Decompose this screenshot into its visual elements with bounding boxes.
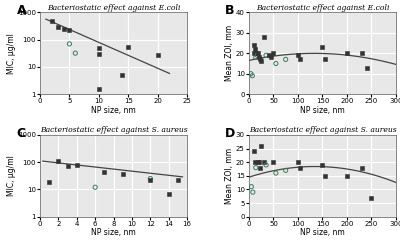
Point xyxy=(175,178,181,182)
Point xyxy=(319,163,326,167)
Point xyxy=(358,51,365,55)
X-axis label: NP size, nm: NP size, nm xyxy=(300,106,345,115)
Point xyxy=(125,45,132,49)
Point xyxy=(66,42,73,46)
Point xyxy=(252,160,258,164)
Point xyxy=(344,51,350,55)
Point xyxy=(254,51,261,55)
Point xyxy=(250,149,257,153)
Point xyxy=(46,181,52,185)
Point xyxy=(147,177,154,181)
Point xyxy=(282,58,289,62)
Point xyxy=(256,58,263,62)
Point xyxy=(96,87,102,91)
Point xyxy=(250,43,257,47)
Title: Bacteriostatic effect against S. aureus: Bacteriostatic effect against S. aureus xyxy=(40,126,187,134)
Point xyxy=(319,45,326,49)
Point xyxy=(368,195,375,199)
Point xyxy=(92,185,98,189)
Point xyxy=(66,28,73,32)
Point xyxy=(297,58,304,62)
Point xyxy=(358,166,365,170)
Point xyxy=(96,46,102,50)
Title: Bacteriostatic effect against E.coli: Bacteriostatic effect against E.coli xyxy=(256,4,389,12)
Point xyxy=(101,170,108,174)
X-axis label: NP size, nm: NP size, nm xyxy=(91,106,136,115)
X-axis label: NP size, nm: NP size, nm xyxy=(91,228,136,237)
Y-axis label: MIC, µg/ml: MIC, µg/ml xyxy=(8,155,16,196)
Y-axis label: Mean ZOI, mm: Mean ZOI, mm xyxy=(225,25,234,81)
Point xyxy=(265,53,272,57)
Point xyxy=(154,53,161,57)
Point xyxy=(74,163,80,167)
Point xyxy=(147,178,154,182)
Text: D: D xyxy=(225,127,236,140)
Point xyxy=(252,166,259,170)
Point xyxy=(263,163,269,167)
Text: C: C xyxy=(16,127,26,140)
Point xyxy=(166,192,172,196)
Point xyxy=(295,160,301,164)
Point xyxy=(250,51,257,55)
Point xyxy=(72,51,78,55)
Point xyxy=(363,65,370,69)
Point xyxy=(96,52,102,56)
Point xyxy=(54,25,61,29)
Point xyxy=(344,174,350,178)
Point xyxy=(254,53,260,57)
Title: Bacteriostatic effect against E.coli: Bacteriostatic effect against E.coli xyxy=(47,4,180,12)
Point xyxy=(256,55,262,59)
Point xyxy=(250,190,256,194)
Text: A: A xyxy=(16,4,26,17)
Y-axis label: MIC, µg/ml: MIC, µg/ml xyxy=(8,33,16,74)
Point xyxy=(273,171,279,175)
Text: B: B xyxy=(225,4,235,17)
Point xyxy=(270,51,277,55)
Point xyxy=(120,172,126,176)
Point xyxy=(273,62,279,65)
Point xyxy=(252,55,259,59)
Point xyxy=(270,160,277,164)
Point xyxy=(253,51,260,55)
Point xyxy=(295,53,301,57)
Point xyxy=(60,27,67,31)
Point xyxy=(55,159,62,163)
Point xyxy=(322,174,328,178)
Point xyxy=(254,160,261,164)
Point xyxy=(322,58,328,62)
Point xyxy=(263,53,269,57)
Point xyxy=(119,73,126,77)
Point xyxy=(249,74,256,78)
X-axis label: NP size, nm: NP size, nm xyxy=(300,228,345,237)
Point xyxy=(268,55,274,59)
Y-axis label: Mean ZOI, mm: Mean ZOI, mm xyxy=(225,148,234,204)
Point xyxy=(256,166,263,170)
Point xyxy=(258,60,264,63)
Point xyxy=(260,35,267,39)
Point xyxy=(248,72,254,76)
Point xyxy=(258,144,264,148)
Point xyxy=(48,19,55,23)
Point xyxy=(282,168,289,172)
Point xyxy=(248,185,254,189)
Point xyxy=(64,164,71,168)
Point xyxy=(256,160,262,164)
Point xyxy=(297,166,304,170)
Point xyxy=(260,160,267,164)
Point xyxy=(252,47,258,51)
Title: Bacteriostatic effect against S. aureus: Bacteriostatic effect against S. aureus xyxy=(249,126,396,134)
